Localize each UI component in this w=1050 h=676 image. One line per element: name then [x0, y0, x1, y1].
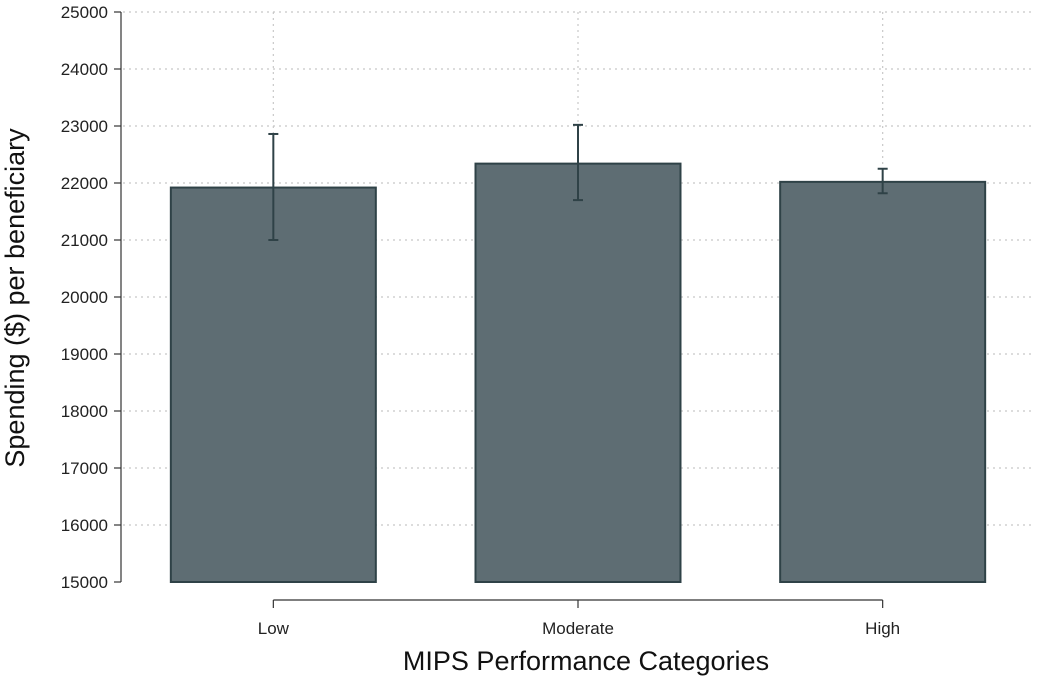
y-tick-label: 22000	[61, 174, 108, 193]
y-tick-label: 17000	[61, 459, 108, 478]
y-tick-label: 20000	[61, 288, 108, 307]
bar-moderate	[474, 162, 682, 583]
y-tick-label: 16000	[61, 516, 108, 535]
y-axis-title: Spending ($) per beneficiary	[0, 128, 30, 468]
y-tick-label: 15000	[61, 573, 108, 592]
y-tick-label: 19000	[61, 345, 108, 364]
x-axis-title: MIPS Performance Categories	[403, 646, 769, 676]
x-tick-label: Low	[258, 619, 290, 638]
x-tick-label: High	[865, 619, 900, 638]
bar-low	[169, 186, 377, 583]
bar-high	[779, 180, 987, 584]
y-tick-label: 21000	[61, 231, 108, 250]
y-tick-label: 18000	[61, 402, 108, 421]
bars	[169, 162, 987, 584]
y-axis: 15000 16000 17000 18000 19000 20000 21000 22000…	[61, 3, 122, 592]
y-tick-label: 25000	[61, 3, 108, 22]
y-tick-label: 23000	[61, 117, 108, 136]
x-tick-label: Moderate	[542, 619, 614, 638]
error-bars	[268, 123, 888, 241]
x-axis: Low Moderate High	[258, 599, 900, 638]
y-tick-label: 24000	[61, 60, 108, 79]
